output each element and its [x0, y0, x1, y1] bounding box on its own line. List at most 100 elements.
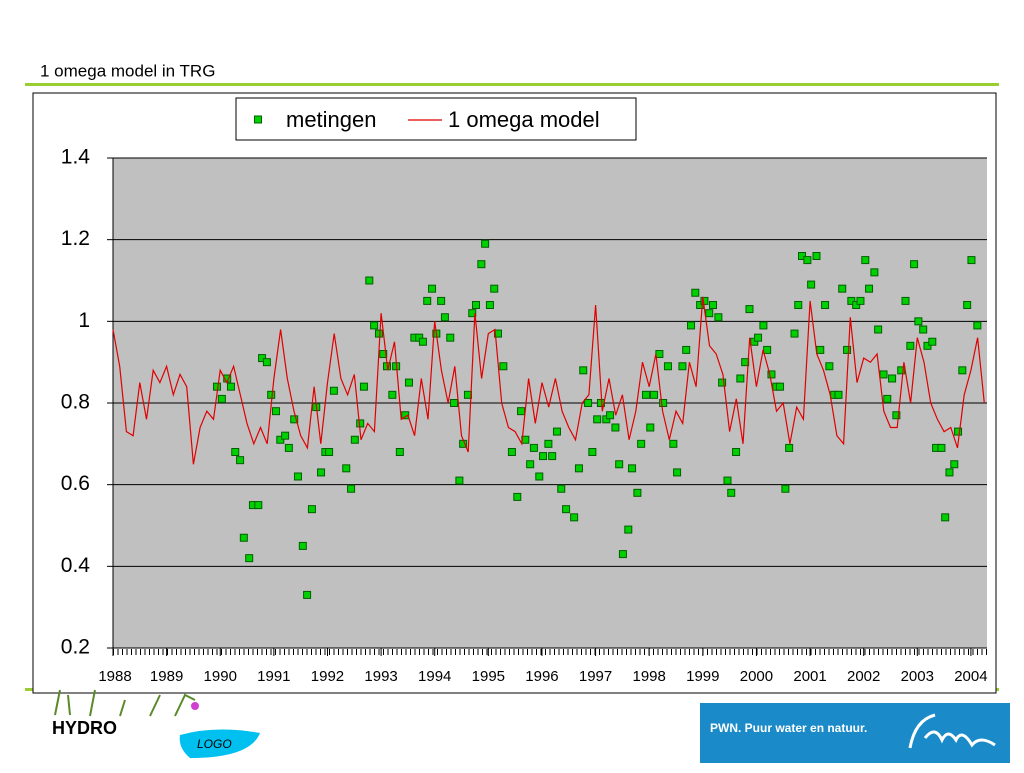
right-logo-text: PWN. Puur water en natuur.	[710, 721, 867, 735]
measurement	[928, 337, 937, 346]
measurement	[825, 362, 834, 371]
x-tick-label: 1996	[525, 668, 558, 685]
y-tick-label: 1.4	[61, 146, 91, 169]
measurement	[941, 513, 950, 522]
legend-swatch	[254, 115, 262, 124]
y-tick-label: 1.2	[61, 227, 90, 250]
measurement	[650, 390, 659, 399]
measurement	[440, 313, 449, 322]
x-tick-label: 1989	[150, 668, 183, 685]
right-logo	[700, 703, 1010, 763]
y-tick-label: 0.6	[61, 472, 90, 495]
measurement	[812, 252, 821, 260]
measurement	[838, 284, 847, 293]
measurement	[370, 321, 379, 330]
measurement	[217, 394, 226, 403]
measurement	[395, 448, 404, 456]
measurement	[507, 448, 516, 456]
measurement	[455, 476, 464, 485]
measurement	[669, 439, 678, 448]
measurement	[584, 399, 593, 407]
measurement	[937, 443, 946, 452]
measurement	[633, 488, 642, 497]
measurement	[544, 439, 553, 448]
measurement	[816, 345, 825, 354]
measurement	[562, 505, 571, 514]
measurement	[973, 321, 982, 330]
measurement	[284, 443, 293, 452]
measurement	[655, 350, 664, 358]
measurement	[950, 460, 959, 469]
measurement	[593, 415, 602, 424]
measurement	[883, 394, 892, 403]
measurement	[919, 325, 928, 334]
x-tick-label: 2004	[954, 668, 987, 685]
measurement	[428, 284, 437, 293]
legend	[235, 97, 637, 141]
measurement	[709, 301, 718, 309]
measurement	[258, 354, 267, 363]
measurement	[861, 256, 870, 265]
measurement	[847, 296, 856, 305]
measurement	[468, 309, 477, 318]
x-tick-label: 2000	[740, 668, 773, 685]
measurement	[641, 390, 650, 399]
measurement	[732, 448, 741, 456]
measurement	[481, 239, 490, 248]
measurement	[231, 448, 240, 456]
measurement	[611, 423, 620, 432]
measurement	[615, 460, 624, 469]
measurement	[267, 390, 276, 399]
measurement	[945, 468, 954, 477]
x-tick-label: 1990	[204, 668, 237, 685]
measurement	[874, 325, 883, 334]
measurement	[513, 492, 522, 501]
measurement	[781, 484, 790, 493]
header-rule	[25, 83, 999, 86]
measurement	[272, 407, 281, 416]
measurement	[379, 350, 388, 358]
measurement	[347, 484, 356, 493]
measurement	[963, 301, 972, 309]
legend-label: metingen	[286, 107, 377, 132]
measurement	[910, 260, 919, 269]
measurement	[303, 590, 312, 599]
measurement	[663, 362, 672, 371]
x-tick-label: 2002	[847, 668, 880, 685]
measurement	[714, 313, 723, 322]
measurement	[745, 305, 754, 314]
measurement	[606, 411, 615, 420]
x-tick-label: 1999	[686, 668, 719, 685]
measurement	[423, 296, 432, 305]
measurement	[870, 268, 879, 277]
measurement	[298, 541, 307, 550]
measurement	[892, 411, 901, 420]
plot: 0.2 0.4 0.6 0.8 1 1.2 1.4 1988 1989 1990 1991 1992 1…	[61, 146, 988, 685]
measurement	[646, 423, 655, 432]
logo-text: HYDRO	[52, 718, 117, 738]
measurement	[723, 476, 732, 485]
measurement	[967, 256, 976, 265]
measurement	[790, 329, 799, 338]
measurement	[239, 533, 248, 542]
x-tick-label: 1997	[579, 668, 612, 685]
measurement	[794, 301, 803, 309]
x-tick-label: 2003	[901, 668, 934, 685]
left-logo: HYDRO LOGO	[52, 689, 260, 758]
measurement	[659, 399, 668, 407]
measurement	[350, 435, 359, 444]
measurement	[245, 554, 254, 563]
measurement	[776, 382, 785, 391]
measurement	[906, 341, 915, 350]
measurement	[374, 329, 383, 338]
measurement	[307, 505, 316, 514]
measurement	[254, 501, 263, 510]
logo-wave	[179, 729, 260, 758]
x-tick-label: 1995	[472, 668, 505, 685]
measurement	[856, 296, 865, 305]
measurement	[879, 370, 888, 379]
measurement	[450, 399, 459, 407]
measurement	[401, 411, 410, 420]
measurement	[557, 484, 566, 493]
y-tick-label: 0.2	[61, 636, 90, 659]
